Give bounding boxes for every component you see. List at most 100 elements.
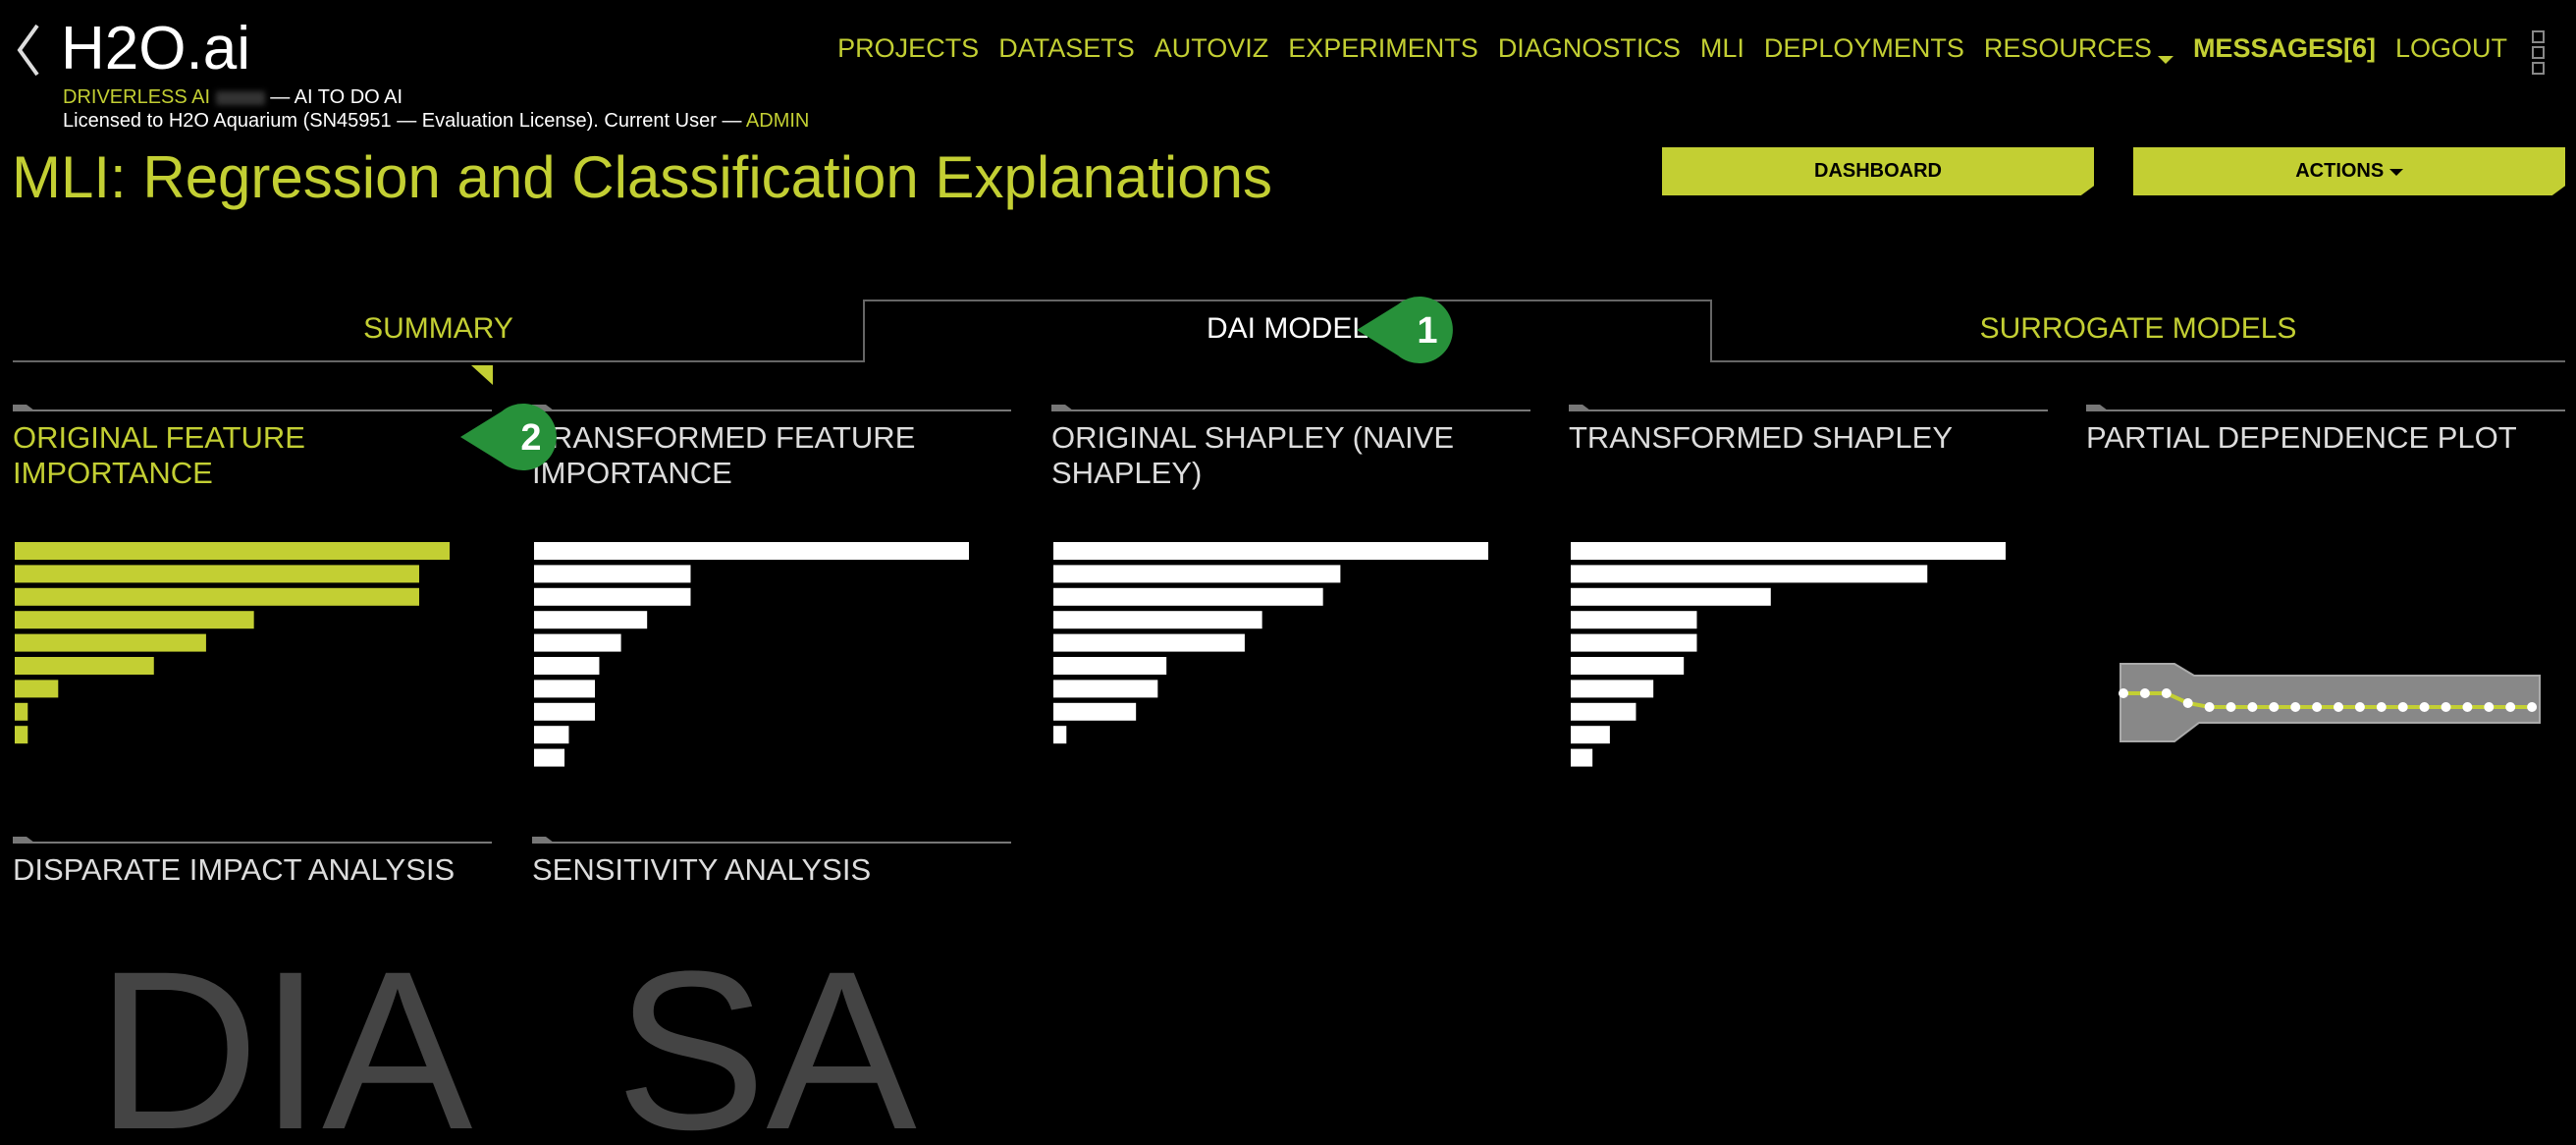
pdp-dot — [2247, 702, 2258, 712]
current-user: ADMIN — [745, 110, 810, 132]
thumbnail-bar — [1053, 633, 1245, 652]
caret — [2388, 168, 2403, 176]
callout-badge — [460, 404, 557, 470]
thumbnail-bar — [1571, 657, 1685, 675]
page-title: MLI: Regression and Classification Expla… — [12, 144, 1272, 210]
nav-item[interactable]: MESSAGES[6] — [2192, 33, 2376, 63]
thumbnail-bar — [1053, 726, 1067, 744]
license: Licensed to H2O Aquarium (SN45951 — Eval… — [63, 110, 742, 132]
pdp-dot — [2484, 702, 2495, 712]
pdp-dot — [2505, 702, 2516, 712]
nav-item[interactable]: AUTOVIZ — [1154, 33, 1269, 63]
nav-item[interactable]: DATASETS — [998, 33, 1135, 63]
blurred-version — [215, 90, 265, 105]
thumbnail-bar — [15, 702, 28, 721]
thumbnail-bar — [1571, 748, 1593, 767]
thumbnail-bar — [534, 748, 565, 767]
nav: PROJECTS DATASETS AUTOVIZ EXPERIMENTS DIAGNO… — [837, 33, 2507, 72]
nav-item[interactable]: DEPLOYMENTS — [1763, 33, 1964, 63]
thumbnail-bar — [1053, 565, 1341, 583]
nav-item[interactable]: PROJECTS — [837, 33, 980, 63]
thumbnail-bar — [1571, 726, 1610, 744]
product-name: DRIVERLESS AI — [63, 86, 211, 108]
pdp-dot — [2312, 702, 2323, 712]
placeholder-text: DIA — [96, 924, 473, 1145]
callout-number: 1 — [1417, 310, 1437, 352]
pdp-dot — [2462, 702, 2473, 712]
menu-icon[interactable] — [2531, 29, 2547, 75]
dashboard-button[interactable]: DASHBOARD — [1662, 147, 2094, 195]
thumbnail-bar — [534, 633, 621, 652]
thumbnail-bar — [1053, 542, 1488, 560]
pdp-dot — [2161, 688, 2172, 698]
thumbnail-bar — [1571, 680, 1654, 698]
thumbnail-bar — [1571, 702, 1637, 721]
tile-title[interactable]: TRANSFORMED SHAPLEY — [1569, 420, 1954, 455]
tile-title[interactable]: ORIGINAL FEATURE IMPORTANCE — [13, 420, 305, 490]
nav-item[interactable]: EXPERIMENTS — [1288, 33, 1478, 63]
pdp-dot — [2119, 688, 2128, 698]
thumbnail-bar — [15, 657, 154, 675]
thumbnail-bar — [15, 565, 419, 583]
nav-item[interactable]: LOGOUT — [2394, 33, 2507, 63]
thumbnail-bar — [15, 726, 28, 744]
pdp-dot — [2441, 702, 2451, 712]
pdp-dot — [2527, 702, 2538, 712]
nav-item[interactable]: MLI — [1699, 33, 1744, 63]
thumbnail-bar — [1571, 587, 1771, 606]
tile-title[interactable]: TRANSFORMED FEATURE IMPORTANCE — [532, 420, 916, 490]
thumbnail-bar — [534, 657, 600, 675]
pdp-dot — [2397, 702, 2408, 712]
pdp-band — [2120, 663, 2541, 742]
dai-model-tab[interactable]: DAI MODEL — [1206, 312, 1369, 345]
thumbnail-bar — [534, 565, 691, 583]
thumbnail-bar — [1053, 702, 1137, 721]
thumbnail-bar — [15, 611, 254, 629]
thumbnail-bar — [1053, 611, 1262, 629]
thumbnail-bar — [1053, 657, 1167, 675]
thumbnail-bar — [534, 611, 648, 629]
pdp-dot — [2269, 702, 2280, 712]
thumbnail-bar — [534, 702, 596, 721]
tile-notch — [13, 837, 34, 843]
placeholder-text: SA — [616, 924, 917, 1145]
tile-notch — [532, 837, 554, 843]
thumbnail-bar — [1053, 587, 1323, 606]
surrogate-models-tab[interactable]: SURROGATE MODELS — [1979, 312, 2297, 345]
pdp-dot — [2376, 702, 2387, 712]
tile-title[interactable]: SENSITIVITY ANALYSIS — [532, 852, 872, 887]
nav-item[interactable]: DIAGNOSTICS — [1497, 33, 1681, 63]
tile-notch — [1051, 405, 1073, 410]
thumbnail-bar — [534, 726, 569, 744]
tile-notch — [13, 405, 34, 410]
pdp-dot — [2139, 688, 2150, 698]
thumbnail-bar — [15, 587, 419, 606]
thumbnail-bar — [15, 633, 206, 652]
thumbnail-bar — [534, 587, 691, 606]
tile-title[interactable]: PARTIAL DEPENDENCE PLOT — [2086, 420, 2517, 455]
callout-number: 2 — [520, 417, 541, 459]
thumbnail-bar — [1571, 565, 1928, 583]
back-icon[interactable] — [14, 22, 43, 79]
pdp-dot — [2290, 702, 2301, 712]
thumbnail-bar — [1053, 680, 1158, 698]
tile-notch — [1569, 405, 1590, 410]
tile-title[interactable]: DISPARATE IMPACT ANALYSIS — [13, 852, 456, 887]
summary-tab[interactable]: SUMMARY — [363, 312, 513, 345]
nav-item[interactable]: RESOURCES — [1983, 33, 2152, 63]
tile-notch — [2086, 405, 2108, 410]
caret — [2157, 33, 2174, 72]
thumbnail-bar — [1571, 611, 1697, 629]
thumbnail-bar — [534, 680, 596, 698]
actions-button[interactable]: ACTIONS — [2133, 147, 2565, 195]
logo[interactable]: H2O.ai — [61, 15, 250, 82]
thumbnail-bar — [534, 542, 969, 560]
pdp-dot — [2182, 698, 2193, 708]
thumbnail-bar — [1571, 542, 2006, 560]
thumbnail-bar — [15, 680, 59, 698]
tile-title[interactable]: ORIGINAL SHAPLEY (NAIVE SHAPLEY) — [1051, 420, 1455, 490]
pdp-dot — [2354, 702, 2365, 712]
